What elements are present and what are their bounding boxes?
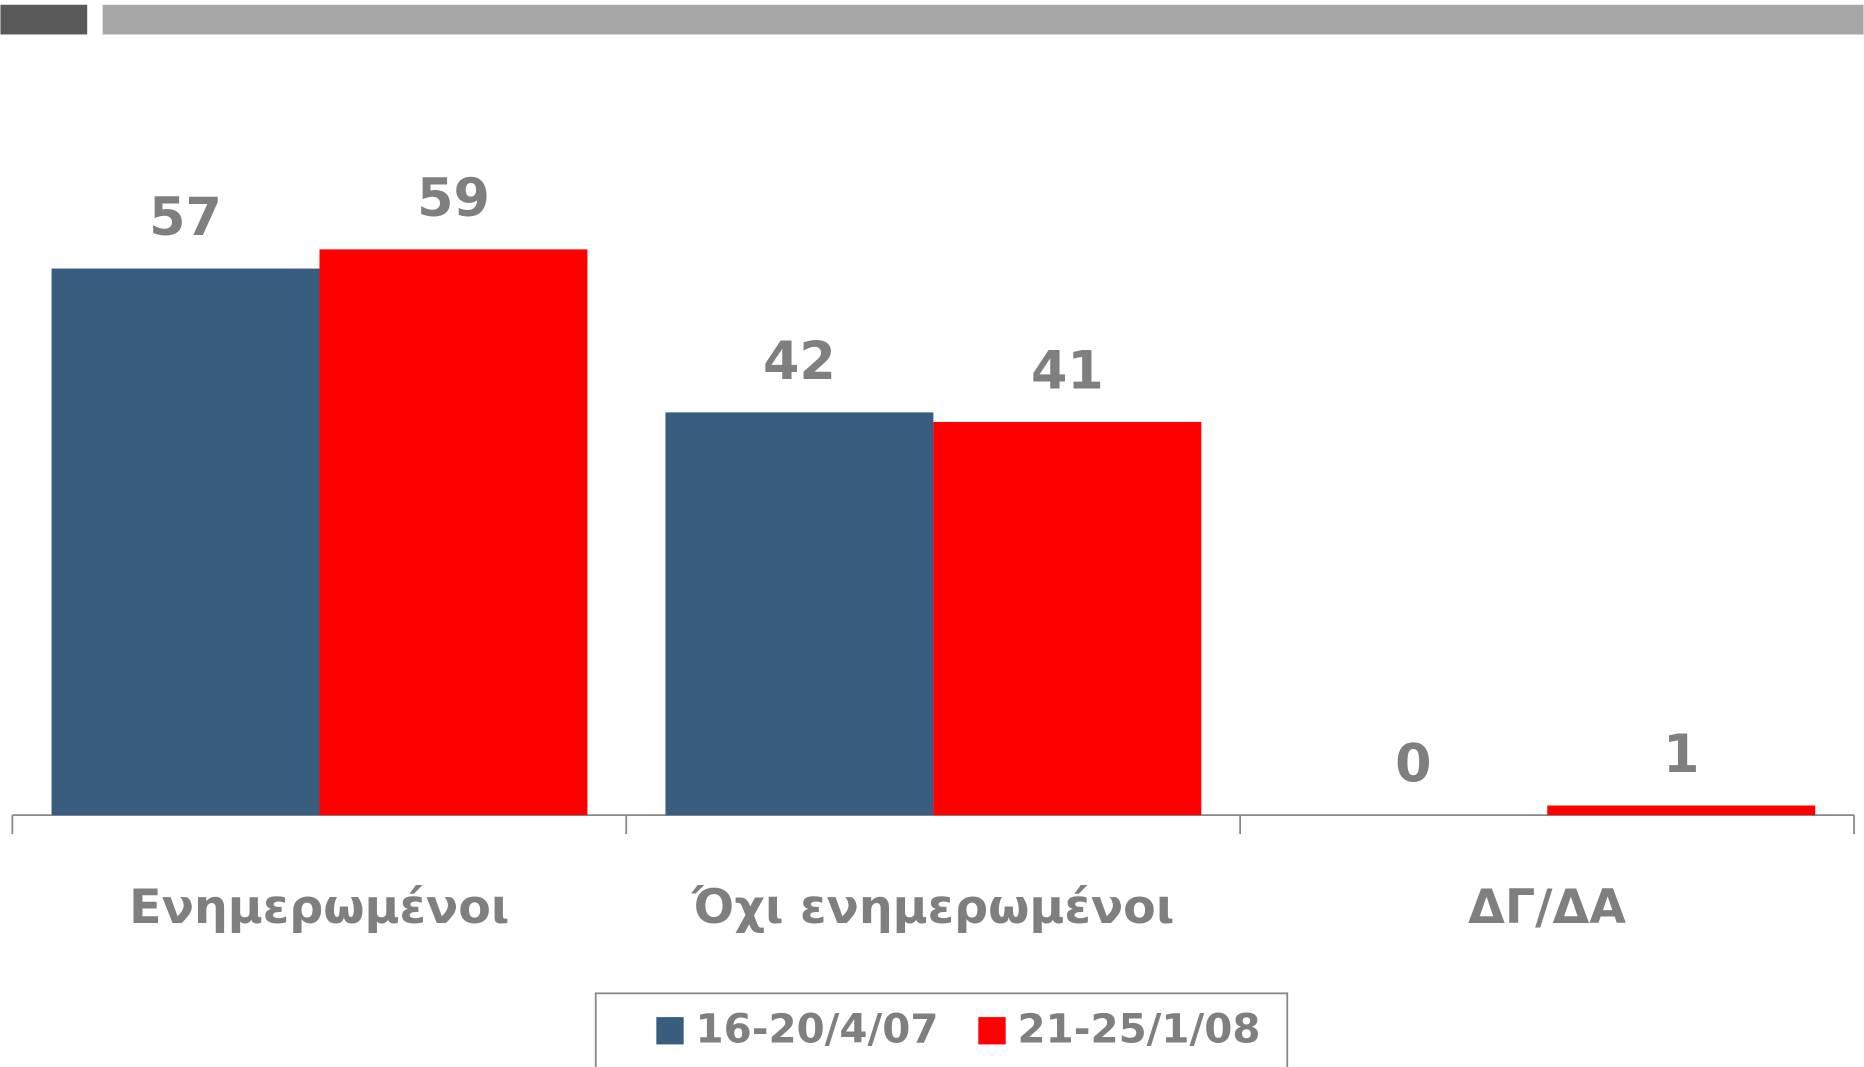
header-block	[0, 4, 88, 35]
legend	[594, 992, 1289, 1067]
data-label: 57	[149, 187, 222, 248]
legend-label: 16-20/4/07	[696, 1005, 939, 1052]
bar	[933, 421, 1202, 816]
data-label: 42	[763, 331, 836, 392]
header-bar	[102, 4, 1864, 35]
data-label: 41	[1031, 340, 1104, 401]
data-label: 1	[1663, 724, 1699, 785]
bar	[319, 249, 588, 816]
x-tick-label: Όχι ενημερωμένοι	[691, 880, 1174, 935]
data-label: 59	[417, 168, 490, 229]
legend-label: 21-25/1/08	[1018, 1005, 1261, 1052]
bar	[51, 268, 320, 816]
bar	[665, 412, 934, 816]
x-tick-label: ΔΓ/ΔΑ	[1468, 880, 1626, 935]
legend-swatch	[978, 1017, 1006, 1045]
x-tick-label: Ενημερωμένοι	[129, 880, 509, 935]
legend-swatch	[656, 1017, 684, 1045]
data-label: 0	[1395, 734, 1431, 795]
bar	[1547, 805, 1816, 816]
